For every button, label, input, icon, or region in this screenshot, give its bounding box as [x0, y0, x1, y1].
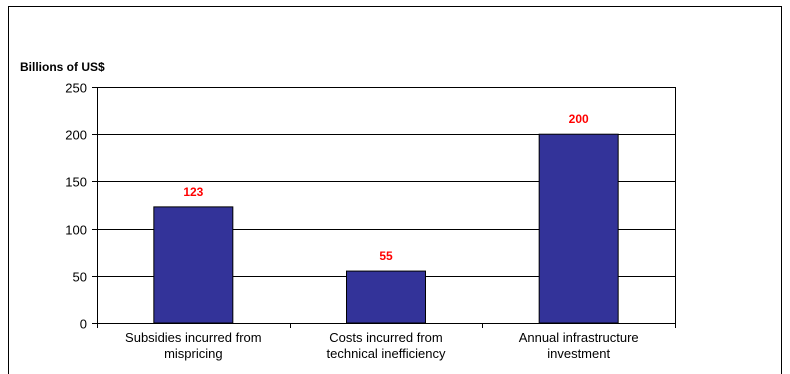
bar	[153, 206, 234, 324]
x-category-label: investment	[547, 346, 610, 361]
y-tick-label: 100	[65, 223, 87, 238]
axes	[92, 87, 676, 328]
x-category-label: mispricing	[164, 346, 223, 361]
bar	[538, 133, 619, 324]
y-tick-label: 50	[73, 270, 87, 285]
y-tick-label: 0	[80, 317, 87, 332]
x-category-label: Subsidies incurred from	[125, 330, 262, 345]
chart-frame	[8, 6, 782, 374]
bar-value-label: 123	[183, 185, 203, 199]
data-labels: 123 55 200	[183, 112, 589, 263]
x-category-label: Costs incurred from	[329, 330, 442, 345]
x-category-label: technical inefficiency	[327, 346, 446, 361]
bar	[346, 270, 426, 324]
bar-value-label: 55	[379, 249, 393, 263]
bar-value-label: 200	[569, 112, 589, 126]
y-tick-label: 200	[65, 128, 87, 143]
x-category-label: Annual infrastructure	[519, 330, 639, 345]
y-axis-title: Billions of US$	[20, 60, 105, 74]
bars	[153, 133, 619, 324]
y-tick-label: 150	[65, 175, 87, 190]
y-tick-label: 250	[65, 81, 87, 96]
y-tick-labels: 0 50 100 150 200 250	[65, 81, 87, 332]
